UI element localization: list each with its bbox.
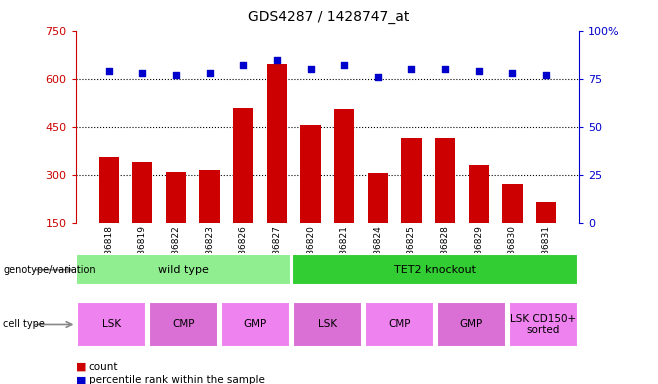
Point [238,62,249,68]
Text: ■: ■ [76,362,86,372]
Bar [502,184,522,223]
Point [507,70,518,76]
Point [474,68,484,74]
Point [170,72,181,78]
Text: ■: ■ [76,375,86,384]
Point [541,72,551,78]
Bar [266,65,287,223]
Bar [401,138,422,223]
Point [339,62,349,68]
Bar [365,301,434,348]
Bar [509,301,578,348]
Text: TET2 knockout: TET2 knockout [394,265,476,275]
Text: cell type: cell type [3,319,45,329]
Text: GDS4287 / 1428747_at: GDS4287 / 1428747_at [248,10,410,23]
Bar [536,202,556,223]
Bar [76,254,291,285]
Point [440,66,450,72]
Point [103,68,114,74]
Bar [199,170,220,223]
Bar [221,301,290,348]
Text: LSK: LSK [102,319,121,329]
Bar [435,138,455,223]
Bar [292,254,578,285]
Text: LSK CD150+
sorted: LSK CD150+ sorted [510,314,576,335]
Bar [77,301,146,348]
Bar [437,301,506,348]
Point [305,66,316,72]
Bar [132,162,153,223]
Text: LSK: LSK [318,319,337,329]
Bar [301,125,320,223]
Text: CMP: CMP [172,319,195,329]
Bar [233,108,253,223]
Bar [468,165,489,223]
Text: GMP: GMP [459,319,483,329]
Point [137,70,147,76]
Point [205,70,215,76]
Text: CMP: CMP [388,319,411,329]
Text: GMP: GMP [244,319,267,329]
Text: percentile rank within the sample: percentile rank within the sample [89,375,265,384]
Point [406,66,417,72]
Point [372,74,383,80]
Bar [166,172,186,223]
Text: wild type: wild type [158,265,209,275]
Point [272,56,282,63]
Text: genotype/variation: genotype/variation [3,265,96,275]
Text: count: count [89,362,118,372]
Bar [368,173,388,223]
Bar [149,301,218,348]
Bar [334,109,354,223]
Bar [293,301,362,348]
Bar [99,157,118,223]
